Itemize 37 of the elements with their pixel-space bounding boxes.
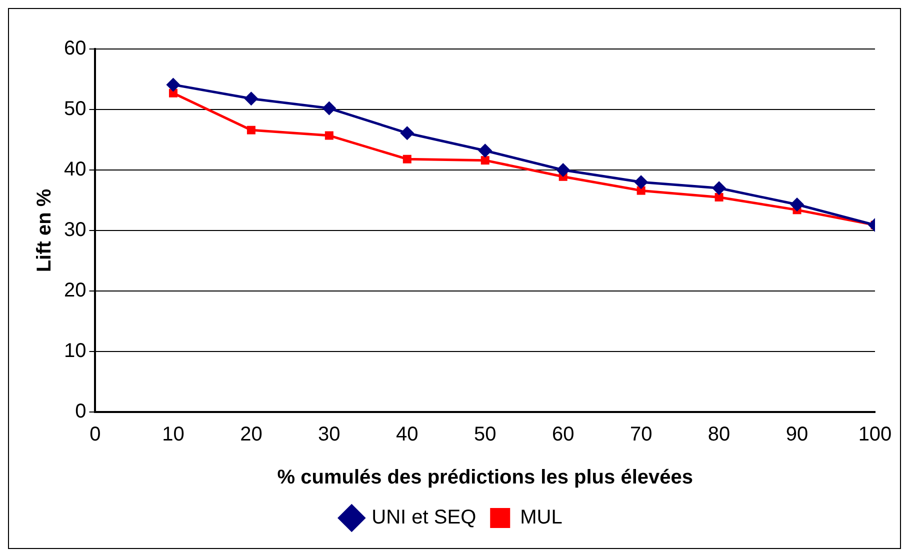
y-tick-label: 10: [64, 340, 86, 362]
point: [714, 192, 724, 202]
point: [478, 144, 492, 158]
point: [712, 181, 726, 196]
x-tick-label: 100: [858, 424, 892, 446]
y-tick-label: 20: [64, 280, 86, 302]
y-tick-label: 0: [75, 400, 86, 423]
y-tick-label: 60: [64, 38, 86, 60]
y-tick-label: 40: [64, 158, 86, 181]
x-tick-label: 50: [474, 424, 496, 446]
y-tick-label: 50: [64, 98, 86, 120]
x-tick-label: 30: [318, 424, 340, 446]
point: [556, 163, 570, 177]
legend-label: UNI et SEQ: [372, 506, 476, 529]
x-tick-label: 60: [552, 424, 574, 446]
y-axis-title: Lift en %: [34, 188, 56, 272]
point: [166, 78, 180, 92]
point: [322, 101, 336, 116]
x-tick-label: 90: [786, 424, 808, 446]
x-tick-label: 80: [708, 424, 730, 446]
x-tick-label: 40: [396, 424, 418, 446]
point: [246, 126, 256, 134]
point: [168, 88, 178, 98]
y-tick-label: 30: [64, 219, 86, 242]
legend-label: MUL: [520, 506, 562, 529]
point: [402, 154, 412, 164]
point: [324, 131, 334, 140]
point: [244, 92, 258, 106]
point: [790, 197, 804, 212]
point: [634, 175, 648, 190]
x-tick-label: 20: [240, 424, 262, 446]
x-tick-label: 10: [162, 424, 184, 446]
x-axis-title: % cumulés des prédictions les plus élevées: [277, 466, 693, 489]
point: [400, 126, 414, 140]
point: [480, 156, 490, 165]
x-tick-label: 70: [630, 424, 652, 446]
x-tick-label: 0: [90, 424, 101, 446]
